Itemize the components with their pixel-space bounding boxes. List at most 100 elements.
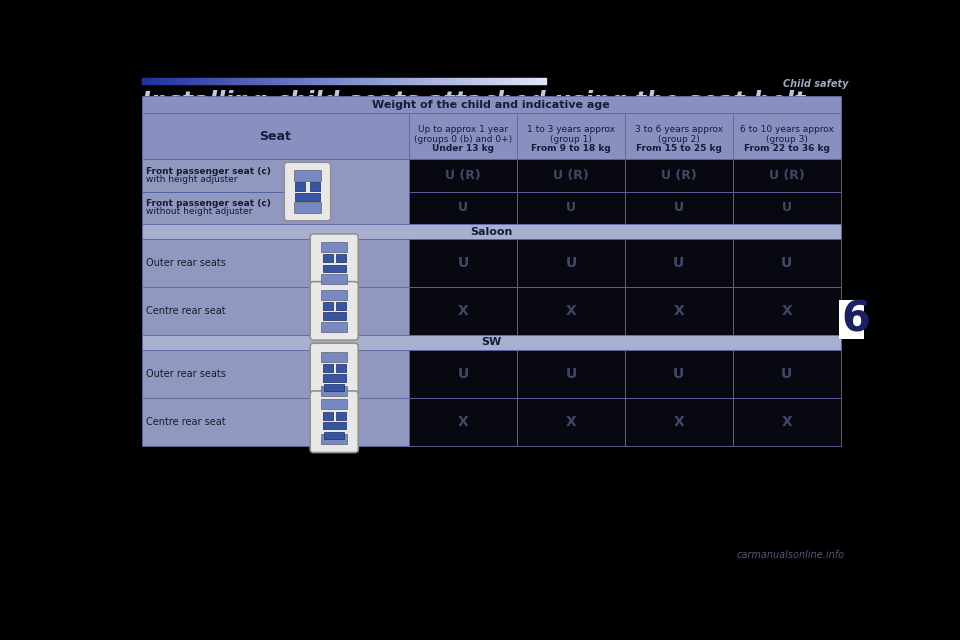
Text: Installing child seats attached using the seat belt: Installing child seats attached using th…	[142, 90, 804, 114]
Bar	[295, 193, 320, 201]
Text: From 15 to 25 kg: From 15 to 25 kg	[636, 144, 722, 153]
Bar	[625, 159, 732, 191]
Text: Front passenger seat (c): Front passenger seat (c)	[146, 199, 272, 209]
Bar	[517, 113, 625, 159]
Text: Front passenger seat (c): Front passenger seat (c)	[146, 167, 272, 176]
Bar	[295, 182, 305, 191]
Bar	[142, 96, 841, 113]
Bar	[323, 254, 333, 262]
Bar	[336, 412, 346, 420]
Text: In accordance with European regulations, this table indicates the options for in: In accordance with European regulations,…	[142, 104, 802, 113]
Bar	[321, 274, 348, 284]
Bar	[409, 239, 517, 287]
Bar	[142, 113, 409, 159]
Bar	[295, 202, 321, 213]
Text: X: X	[458, 415, 468, 429]
Text: (groups 0 (b) and 0+): (groups 0 (b) and 0+)	[414, 134, 512, 143]
FancyBboxPatch shape	[284, 163, 331, 221]
Bar	[142, 398, 409, 445]
Bar	[310, 182, 320, 191]
Bar	[732, 398, 841, 445]
Text: U: U	[565, 256, 577, 270]
Bar	[517, 239, 625, 287]
Text: U (R): U (R)	[769, 169, 804, 182]
Bar	[142, 239, 409, 287]
Text: Child safety: Child safety	[783, 79, 849, 89]
Bar	[323, 301, 333, 310]
Bar	[625, 113, 732, 159]
Text: SW: SW	[481, 337, 501, 348]
Text: X: X	[674, 415, 684, 429]
Text: 6: 6	[841, 298, 870, 340]
Text: X: X	[674, 304, 684, 318]
Text: Centre rear seat: Centre rear seat	[146, 417, 226, 427]
Text: (group 1): (group 1)	[550, 134, 592, 143]
Text: From 22 to 36 kg: From 22 to 36 kg	[744, 144, 829, 153]
Bar	[409, 287, 517, 335]
Bar	[732, 191, 841, 224]
Text: Weight of the child and indicative age: Weight of the child and indicative age	[372, 99, 611, 109]
Text: 6 to 10 years approx: 6 to 10 years approx	[740, 125, 833, 134]
Bar	[732, 287, 841, 335]
Text: U: U	[781, 256, 792, 270]
Bar	[324, 384, 345, 391]
Text: Under 13 kg: Under 13 kg	[432, 144, 494, 153]
Bar	[409, 191, 517, 224]
Text: 3 to 6 years approx: 3 to 6 years approx	[635, 125, 723, 134]
Text: From 9 to 18 kg: From 9 to 18 kg	[531, 144, 611, 153]
Text: U: U	[673, 367, 684, 381]
Text: U (R): U (R)	[661, 169, 697, 182]
Text: in accordance with the weight of the child and the seat in the vehicle.: in accordance with the weight of the chi…	[142, 111, 444, 120]
Text: U: U	[457, 367, 468, 381]
Text: U: U	[673, 256, 684, 270]
Bar	[321, 243, 348, 252]
Text: U: U	[781, 367, 792, 381]
Text: U: U	[674, 201, 684, 214]
FancyBboxPatch shape	[310, 282, 358, 340]
Text: U: U	[457, 256, 468, 270]
FancyBboxPatch shape	[310, 343, 358, 405]
Bar	[321, 387, 348, 396]
Bar	[142, 350, 409, 398]
Text: Saloon: Saloon	[470, 227, 513, 237]
Bar	[409, 159, 517, 191]
Text: Up to approx 1 year: Up to approx 1 year	[418, 125, 508, 134]
Text: without height adjuster: without height adjuster	[146, 207, 252, 216]
Text: U (R): U (R)	[553, 169, 588, 182]
Bar	[323, 374, 346, 381]
Bar	[336, 301, 346, 310]
Text: U: U	[566, 201, 576, 214]
Bar	[142, 159, 409, 224]
Bar	[409, 398, 517, 445]
Bar	[732, 350, 841, 398]
Text: carmanualsonline.info: carmanualsonline.info	[736, 550, 845, 561]
Bar	[732, 113, 841, 159]
Bar	[336, 364, 346, 372]
Bar	[142, 335, 841, 350]
Bar	[321, 352, 348, 362]
Bar	[295, 170, 321, 180]
Bar	[324, 432, 345, 438]
Bar	[625, 398, 732, 445]
Text: U: U	[458, 201, 468, 214]
Bar	[321, 290, 348, 300]
Bar	[517, 191, 625, 224]
Text: X: X	[781, 415, 792, 429]
Text: Seat: Seat	[259, 129, 291, 143]
FancyBboxPatch shape	[310, 234, 358, 292]
Bar	[517, 350, 625, 398]
Bar	[142, 287, 409, 335]
Text: with height adjuster: with height adjuster	[146, 175, 238, 184]
Text: U: U	[781, 201, 792, 214]
Bar	[323, 265, 346, 273]
Bar	[517, 398, 625, 445]
Text: X: X	[458, 304, 468, 318]
Bar	[839, 300, 872, 339]
Text: U (R): U (R)	[445, 169, 481, 182]
Text: 1 to 3 years approx: 1 to 3 years approx	[527, 125, 615, 134]
Text: X: X	[781, 304, 792, 318]
Text: Centre rear seat: Centre rear seat	[146, 306, 226, 316]
Text: X: X	[565, 304, 576, 318]
Bar	[321, 399, 348, 410]
Text: (group 2): (group 2)	[658, 134, 700, 143]
